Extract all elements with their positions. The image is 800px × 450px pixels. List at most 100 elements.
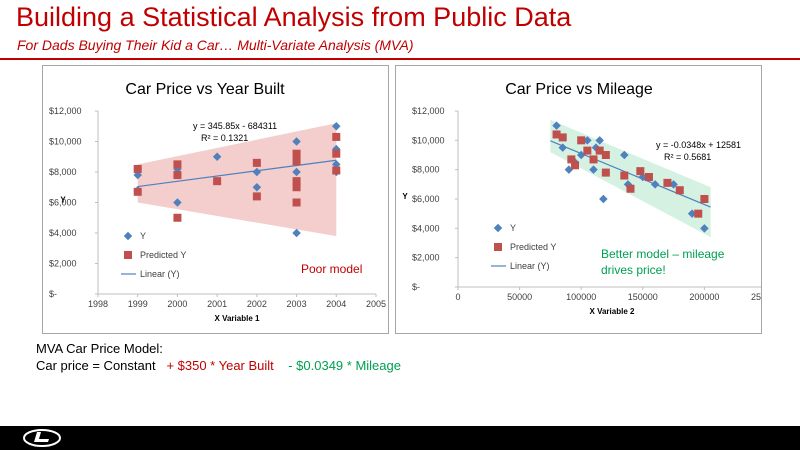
r-squared-label: R² = 0.5681 <box>664 152 711 162</box>
r-squared-label: R² = 0.1321 <box>201 133 248 143</box>
model-heading: MVA Car Price Model: <box>36 341 163 356</box>
y-tick-label: $8,000 <box>49 167 77 177</box>
data-point-y <box>173 198 182 207</box>
data-point-y <box>558 143 567 152</box>
y-tick-label: $2,000 <box>49 259 77 269</box>
data-point-predicted-y <box>292 198 301 207</box>
chart-title: Car Price vs Year Built <box>125 81 285 98</box>
x-tick-label: 2004 <box>326 299 346 309</box>
x-tick-label: 250000 <box>751 292 761 302</box>
legend-y-label: Y <box>140 231 146 241</box>
data-point-y <box>252 183 262 192</box>
data-point-predicted-y <box>133 187 142 196</box>
x-tick-label: 2001 <box>207 299 227 309</box>
x-tick-label: 150000 <box>628 292 658 302</box>
legend-predicted-marker <box>124 251 132 259</box>
data-point-predicted-y <box>636 167 645 176</box>
data-point-predicted-y <box>577 136 586 145</box>
y-tick-label: $10,000 <box>49 137 82 147</box>
data-point-predicted-y <box>644 173 653 181</box>
data-point-predicted-y <box>173 160 182 169</box>
y-tick-label: $2,000 <box>412 253 440 263</box>
trendline-equation: y = -0.0348x + 12581 <box>656 140 741 150</box>
data-point-predicted-y <box>292 149 301 158</box>
data-point-y <box>576 150 586 160</box>
data-point-y <box>332 122 341 131</box>
x-tick-label: 2002 <box>247 299 267 309</box>
data-point-y <box>669 180 678 189</box>
data-point-predicted-y <box>595 146 604 155</box>
data-point-predicted-y <box>173 171 182 180</box>
data-point-predicted-y <box>213 177 222 186</box>
data-point-y <box>583 136 592 145</box>
data-point-predicted-y <box>292 183 301 192</box>
y-tick-label: $6,000 <box>412 194 440 204</box>
data-point-y <box>700 224 709 233</box>
data-point-y <box>589 165 598 174</box>
x-tick-label: 1999 <box>128 299 148 309</box>
y-tick-label: $10,000 <box>412 135 445 145</box>
legend-predicted-marker <box>494 243 502 251</box>
model-summary: MVA Car Price Model: Car price = Constan… <box>36 340 401 374</box>
data-point-predicted-y <box>694 209 703 218</box>
trendline <box>550 140 711 208</box>
chart-mileage: $- $2,000 $4,000 $6,000 $8,000 $10,000 $12,000… <box>402 81 761 316</box>
y-tick-label: $- <box>49 289 57 299</box>
y-tick-label: $6,000 <box>49 198 77 208</box>
legend-y-label: Y <box>510 223 516 233</box>
data-point-predicted-y <box>663 178 672 187</box>
y-tick-label: $- <box>412 282 420 292</box>
chart-note: Better model – mileage drives price! <box>601 247 725 277</box>
y-axis-title: Y <box>60 196 66 205</box>
data-point-predicted-y <box>552 130 561 139</box>
data-point-predicted-y <box>626 184 635 193</box>
chart-title: Car Price vs Mileage <box>505 81 653 98</box>
x-tick-label: 2005 <box>366 299 386 309</box>
chart-note-line: drives price! <box>601 263 666 277</box>
x-axis-title: X Variable 2 <box>590 307 635 316</box>
title-divider <box>0 58 800 60</box>
data-point-predicted-y <box>133 164 142 173</box>
data-point-predicted-y <box>601 151 610 159</box>
model-year-term: + $350 * Year Built <box>166 358 274 373</box>
y-tick-label: $4,000 <box>49 228 77 238</box>
trendline-equation: y = 345.85x - 684311 <box>193 121 277 131</box>
footer-bar <box>0 426 800 450</box>
data-point-predicted-y <box>620 171 629 180</box>
y-tick-label: $12,000 <box>49 106 82 116</box>
legend-predicted-label: Predicted Y <box>510 242 556 252</box>
data-point-predicted-y <box>252 192 261 201</box>
legend-y-marker <box>123 231 133 241</box>
data-point-predicted-y <box>173 213 182 222</box>
data-point-predicted-y <box>675 186 684 195</box>
x-tick-label: 200000 <box>689 292 719 302</box>
y-tick-label: $12,000 <box>412 106 445 116</box>
x-tick-label: 2000 <box>167 299 187 309</box>
confidence-band <box>137 123 337 237</box>
x-tick-label: 100000 <box>566 292 596 302</box>
data-point-predicted-y <box>583 146 592 155</box>
model-mileage-term: - $0.0349 * Mileage <box>288 358 401 373</box>
data-point-predicted-y <box>332 132 341 141</box>
data-point-predicted-y <box>567 155 576 164</box>
chart-note-line: Better model – mileage <box>601 247 725 261</box>
chart-panel-mileage: $- $2,000 $4,000 $6,000 $8,000 $10,000 $12,000… <box>395 65 762 334</box>
slide-subtitle: For Dads Buying Their Kid a Car… Multi-V… <box>17 37 414 53</box>
data-point-predicted-y <box>601 168 610 177</box>
chart-note: Poor model <box>301 262 362 276</box>
data-point-predicted-y <box>252 158 261 167</box>
data-point-predicted-y <box>558 133 567 142</box>
trendline <box>137 159 337 188</box>
model-formula: Car price = Constant + $350 * Year Built… <box>36 357 401 374</box>
data-point-y <box>212 152 222 161</box>
y-tick-label: $8,000 <box>412 165 440 175</box>
chart-year-built: $- $2,000 $4,000 $6,000 $8,000 $10,000 $12,000… <box>49 81 386 323</box>
slide-title: Building a Statistical Analysis from Pub… <box>16 2 572 32</box>
brand-logo-icon <box>23 429 61 447</box>
legend-linear-label: Linear (Y) <box>140 269 180 279</box>
x-tick-label: 0 <box>455 292 460 302</box>
x-axis-title: X Variable 1 <box>215 314 260 323</box>
x-tick-label: 2003 <box>287 299 307 309</box>
chart-panel-year: $- $2,000 $4,000 $6,000 $8,000 $10,000 $12,000… <box>42 65 389 334</box>
data-point-y <box>687 209 697 218</box>
